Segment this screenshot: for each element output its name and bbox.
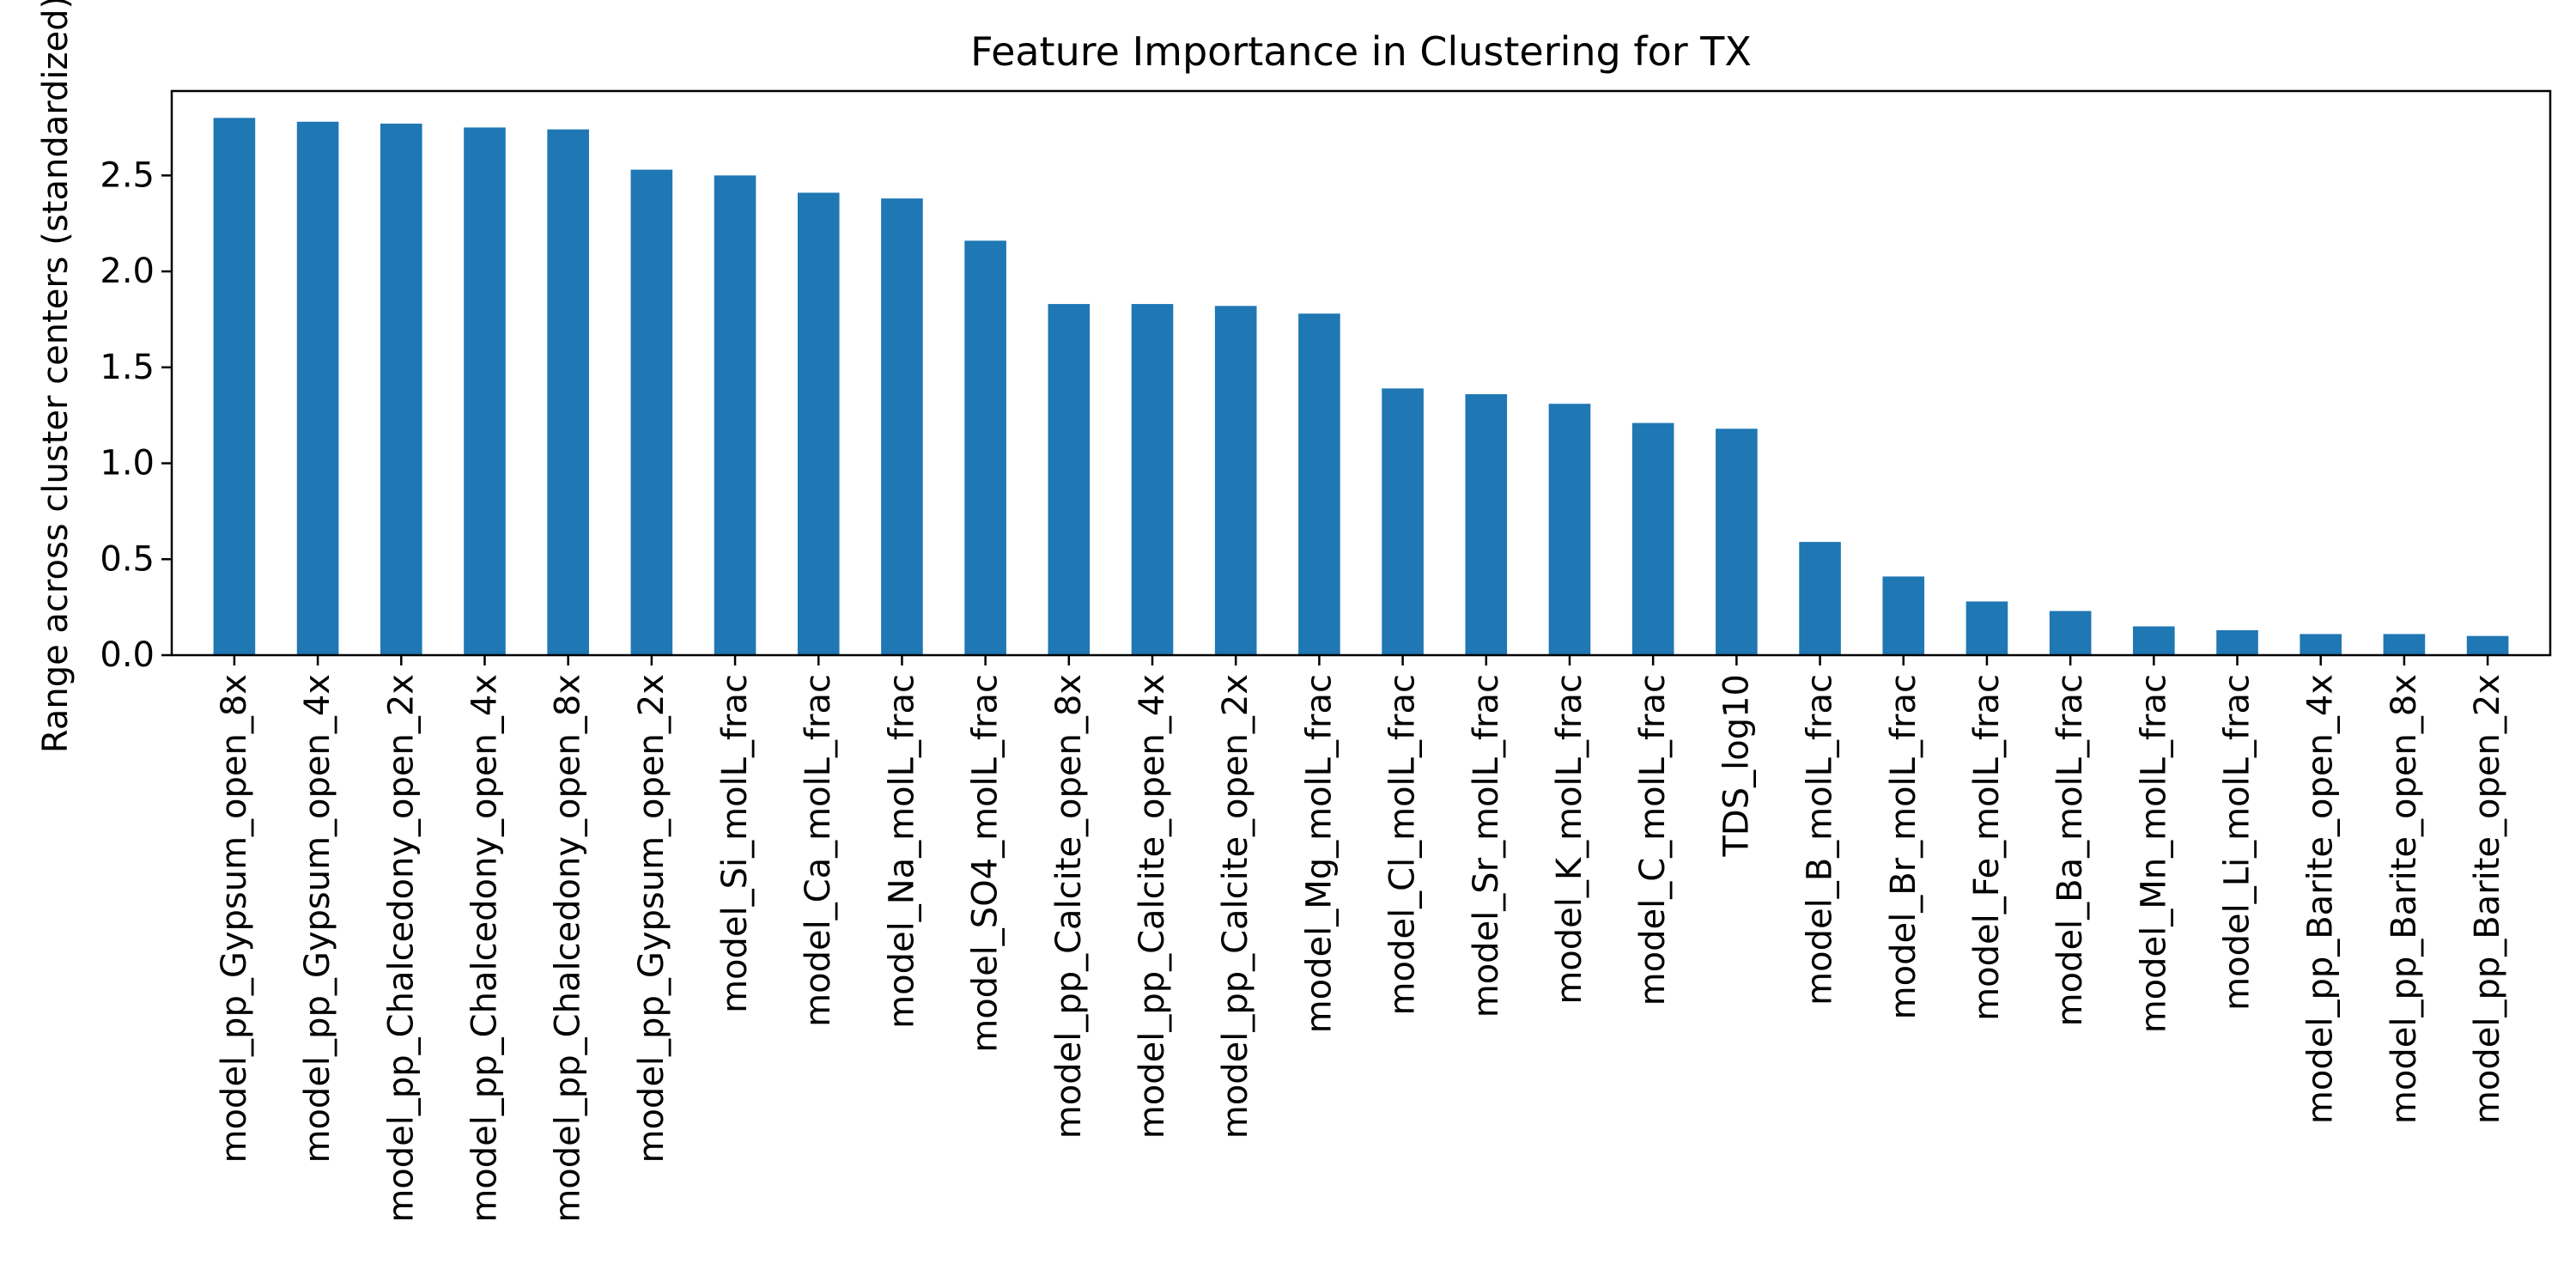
- x-tick-label: model_pp_Barite_open_4x: [2301, 674, 2341, 1124]
- bar: [213, 118, 256, 656]
- bar: [1882, 576, 1925, 655]
- bar: [2466, 635, 2509, 655]
- y-axis-ticks: 0.0 0.5 1.0 1.5 2.0 2.5: [100, 155, 172, 675]
- bar: [547, 129, 589, 655]
- x-tick-label: model_Na_molL_frac: [882, 674, 921, 1029]
- x-tick-label: model_pp_Barite_open_2x: [2468, 674, 2507, 1124]
- bar: [1382, 388, 1424, 655]
- x-tick-label: model_pp_Barite_open_8x: [2385, 674, 2424, 1124]
- y-axis-label: Range across cluster centers (standardiz…: [36, 0, 76, 753]
- x-tick-label: model_pp_Calcite_open_2x: [1216, 674, 1255, 1139]
- y-tick-label: 0.5: [100, 539, 155, 579]
- bar: [1799, 542, 1841, 655]
- chart-title: Feature Importance in Clustering for TX: [970, 28, 1752, 75]
- x-tick-label: model_pp_Gypsum_open_8x: [215, 674, 254, 1163]
- x-tick-label: model_pp_Calcite_open_4x: [1133, 674, 1172, 1139]
- bar: [2133, 626, 2175, 655]
- bar: [630, 169, 673, 655]
- x-tick-label: model_Mn_molL_frac: [2134, 674, 2173, 1033]
- bar: [881, 198, 923, 655]
- y-tick-label: 1.5: [100, 348, 155, 387]
- y-tick-label: 2.5: [100, 155, 155, 195]
- y-tick-label: 2.0: [100, 252, 155, 291]
- bar: [1214, 306, 1257, 655]
- bar: [714, 175, 756, 655]
- bar: [1298, 313, 1340, 655]
- bar: [2300, 634, 2342, 655]
- x-tick-label: model_Cl_molL_frac: [1383, 674, 1423, 1015]
- bar: [2216, 629, 2258, 655]
- x-tick-label: model_pp_Chalcedony_open_8x: [549, 674, 588, 1223]
- x-tick-label: model_Fe_molL_frac: [1967, 674, 2007, 1021]
- bar: [1716, 428, 1758, 655]
- bar: [1548, 404, 1591, 655]
- bar: [1465, 394, 1508, 655]
- bar: [2383, 634, 2426, 655]
- x-tick-label: model_C_molL_frac: [1633, 674, 1673, 1005]
- x-tick-label: model_pp_Chalcedony_open_2x: [381, 674, 421, 1223]
- bar: [296, 121, 339, 655]
- x-tick-label: model_SO4_molL_frac: [966, 674, 1005, 1053]
- x-tick-label: model_B_molL_frac: [1801, 674, 1840, 1005]
- x-tick-label: model_Br_molL_frac: [1884, 674, 1923, 1019]
- bars-group: [213, 118, 2509, 656]
- x-tick-label: model_Ba_molL_frac: [2050, 674, 2090, 1026]
- bar: [1965, 601, 2008, 655]
- x-tick-label: model_Ca_molL_frac: [799, 674, 838, 1027]
- x-tick-label: model_Li_molL_frac: [2218, 674, 2257, 1011]
- bar: [964, 240, 1006, 655]
- bar: [464, 127, 506, 655]
- x-tick-label: TDS_log10: [1716, 674, 1756, 858]
- x-tick-label: model_pp_Gypsum_open_4x: [298, 674, 337, 1163]
- bar: [1131, 304, 1174, 655]
- plot-area-frame: [170, 89, 2552, 657]
- bar: [797, 192, 840, 655]
- x-tick-label: model_K_molL_frac: [1550, 674, 1589, 1005]
- x-tick-label: model_Si_molL_frac: [715, 674, 755, 1013]
- y-tick-label: 1.0: [100, 444, 155, 483]
- x-tick-label: model_Mg_molL_frac: [1299, 674, 1339, 1033]
- x-tick-label: model_pp_Calcite_open_8x: [1049, 674, 1089, 1139]
- bar: [380, 123, 422, 656]
- bar: [1631, 422, 1674, 655]
- x-axis-ticks: model_pp_Gypsum_open_8x model_pp_Gypsum_o…: [215, 655, 2507, 1223]
- x-tick-label: model_Sr_molL_frac: [1467, 674, 1506, 1018]
- y-tick-label: 0.0: [100, 635, 155, 675]
- bar: [1048, 304, 1091, 655]
- x-tick-label: model_pp_Chalcedony_open_4x: [465, 674, 504, 1223]
- x-tick-label: model_pp_Gypsum_open_2x: [632, 674, 671, 1163]
- bar: [2049, 611, 2092, 655]
